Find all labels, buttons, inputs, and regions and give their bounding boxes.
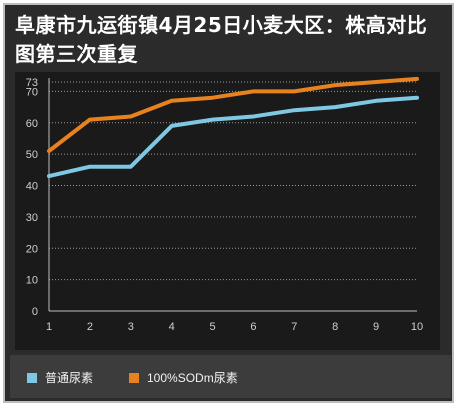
legend-swatch bbox=[27, 372, 37, 383]
y-tick-label: 50 bbox=[26, 149, 38, 161]
y-tick-label: 30 bbox=[26, 212, 38, 224]
series-line-2 bbox=[47, 76, 419, 153]
y-tick-label: 20 bbox=[26, 243, 38, 255]
x-tick-label: 1 bbox=[46, 321, 52, 333]
legend-swatch bbox=[129, 372, 139, 383]
x-tick-label: 7 bbox=[291, 321, 297, 333]
chart-title: 阜康市九运街镇4月25日小麦大区：株高对比图第三次重复 bbox=[15, 13, 428, 66]
legend-label: 100%SODm尿素 bbox=[147, 371, 238, 385]
y-tick-label: 40 bbox=[26, 181, 38, 193]
y-tick-label: 0 bbox=[32, 306, 38, 318]
y-tick-label: 60 bbox=[26, 118, 38, 130]
y-tick-label: 10 bbox=[26, 275, 38, 287]
chart-frame: 阜康市九运街镇4月25日小麦大区：株高对比图第三次重复 0 10 20 30 40 50 6… bbox=[3, 3, 454, 403]
x-tick-label: 5 bbox=[209, 321, 215, 333]
legend-label: 普通尿素 bbox=[45, 371, 94, 385]
y-tick-label: 73 bbox=[26, 77, 38, 89]
x-tick-label: 6 bbox=[250, 321, 256, 333]
x-tick-label: 2 bbox=[87, 321, 93, 333]
x-tick-label: 3 bbox=[128, 321, 134, 333]
x-tick-label: 4 bbox=[169, 321, 175, 333]
x-tick-label: 9 bbox=[373, 321, 379, 333]
legend-item-series-1: 普通尿素 bbox=[27, 369, 93, 386]
y-tick-label: 70 bbox=[26, 86, 38, 98]
series-line-1 bbox=[47, 95, 419, 179]
legend-item-series-2: 100%SODm尿素 bbox=[129, 369, 238, 386]
x-tick-label: 10 bbox=[411, 321, 423, 333]
x-tick-label: 8 bbox=[332, 321, 338, 333]
legend: 普通尿素 100%SODm尿素 bbox=[10, 355, 451, 398]
